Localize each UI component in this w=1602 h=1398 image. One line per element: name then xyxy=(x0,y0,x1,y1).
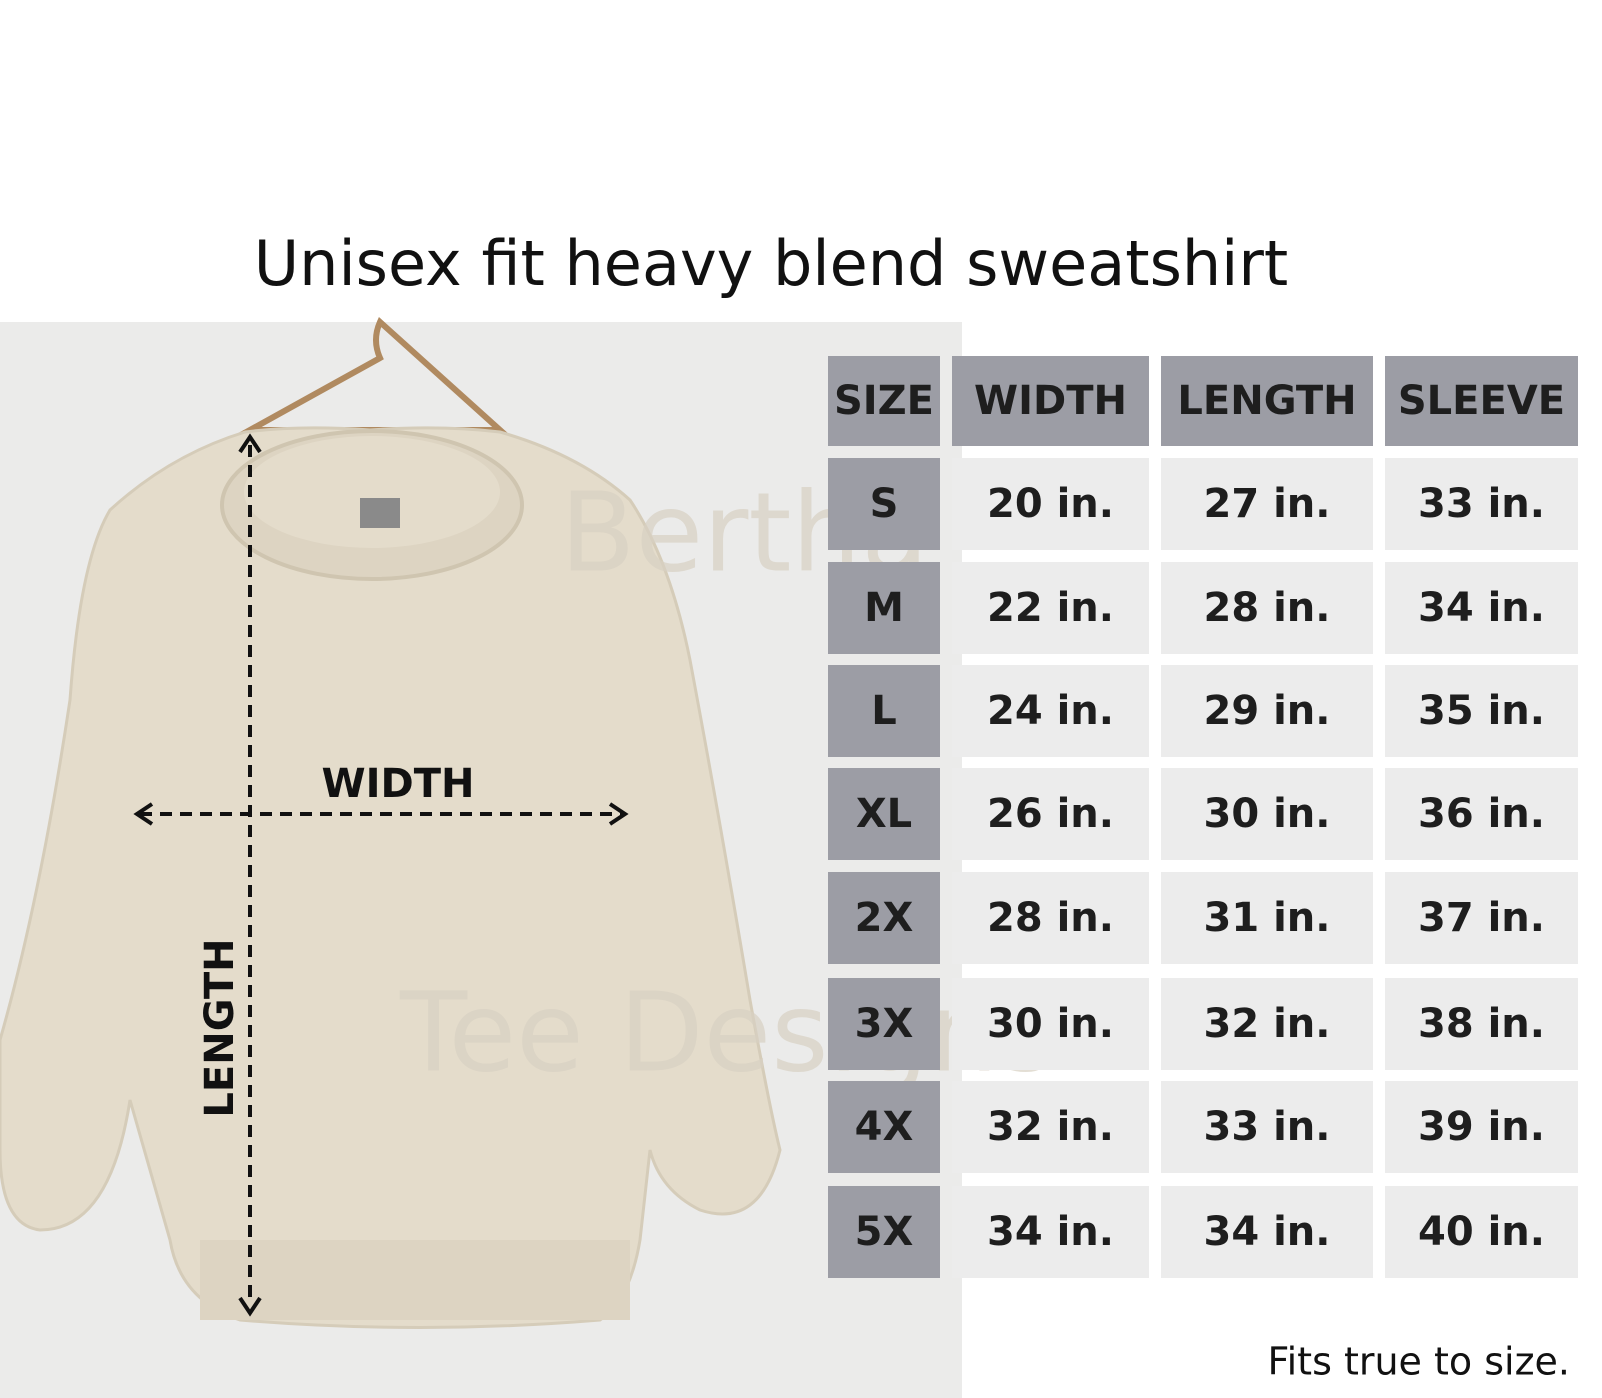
watermark: Tee Designs xyxy=(399,968,1056,1096)
value-cell xyxy=(1161,562,1373,654)
value-cell xyxy=(1161,1186,1373,1278)
value-text: 37 in. xyxy=(1418,895,1545,941)
header-cell xyxy=(1161,356,1373,446)
value-text: 32 in. xyxy=(1204,1001,1331,1047)
value-cell xyxy=(1161,768,1373,860)
value-text: 20 in. xyxy=(987,481,1114,527)
size-cell xyxy=(828,1081,940,1173)
value-text: 30 in. xyxy=(987,1001,1114,1047)
value-cell xyxy=(1385,872,1578,964)
value-text: 34 in. xyxy=(987,1209,1114,1255)
value-cell xyxy=(1161,665,1373,757)
value-text: 29 in. xyxy=(1204,688,1331,734)
size-text: 5X xyxy=(855,1209,914,1255)
value-cell xyxy=(952,1186,1149,1278)
tag xyxy=(360,498,400,528)
width-label: WIDTH xyxy=(322,761,475,807)
size-cell xyxy=(828,978,940,1070)
value-text: 35 in. xyxy=(1418,688,1545,734)
header-text: LENGTH xyxy=(1177,378,1356,424)
value-cell xyxy=(952,1081,1149,1173)
value-cell xyxy=(1385,562,1578,654)
value-text: 32 in. xyxy=(987,1104,1114,1150)
size-cell xyxy=(828,458,940,550)
sweatshirt xyxy=(0,426,782,1329)
title: Unisex fit heavy blend sweatshirt xyxy=(254,227,1288,300)
value-cell xyxy=(952,978,1149,1070)
header-text: SIZE xyxy=(834,378,934,424)
size-text: L xyxy=(871,688,897,734)
size-cell xyxy=(828,872,940,964)
value-cell xyxy=(1385,1186,1578,1278)
header-text: SLEEVE xyxy=(1398,378,1565,424)
footnote: Fits true to size. xyxy=(1268,1340,1570,1384)
value-cell xyxy=(1161,458,1373,550)
size-table: SIZE WIDTH LENGTH SLEEVE S 20 in. 27 in. 33 in.… xyxy=(828,356,1578,1278)
value-text: 34 in. xyxy=(1418,585,1545,631)
waistband xyxy=(200,1240,630,1320)
arrow-heads xyxy=(238,433,262,1317)
size-cell xyxy=(828,768,940,860)
value-cell xyxy=(1385,768,1578,860)
value-text: 40 in. xyxy=(1418,1209,1545,1255)
header-cell xyxy=(828,356,940,446)
value-cell xyxy=(952,562,1149,654)
size-cell xyxy=(828,1186,940,1278)
size-cell xyxy=(828,665,940,757)
neck xyxy=(244,436,500,548)
header-cell xyxy=(1385,356,1578,446)
length-label: LENGTH xyxy=(197,938,243,1117)
size-text: 3X xyxy=(855,1001,914,1047)
size-text: XL xyxy=(856,791,912,837)
value-cell xyxy=(1161,1081,1373,1173)
value-text: 36 in. xyxy=(1418,791,1545,837)
size-text: 4X xyxy=(855,1104,914,1150)
value-text: 31 in. xyxy=(1204,895,1331,941)
value-text: 24 in. xyxy=(987,688,1114,734)
size-text: S xyxy=(870,481,899,527)
value-text: 38 in. xyxy=(1418,1001,1545,1047)
value-cell xyxy=(952,458,1149,550)
value-cell xyxy=(952,665,1149,757)
value-cell xyxy=(1385,458,1578,550)
size-cell xyxy=(828,562,940,654)
value-text: 33 in. xyxy=(1418,481,1545,527)
value-text: 27 in. xyxy=(1204,481,1331,527)
value-text: 22 in. xyxy=(987,585,1114,631)
value-text: 26 in. xyxy=(987,791,1114,837)
value-cell xyxy=(1161,872,1373,964)
value-text: 28 in. xyxy=(987,895,1114,941)
value-cell xyxy=(1385,978,1578,1070)
value-cell xyxy=(1161,978,1373,1070)
size-text: M xyxy=(864,585,904,631)
value-text: 30 in. xyxy=(1204,791,1331,837)
value-cell xyxy=(952,872,1149,964)
value-text: 39 in. xyxy=(1418,1104,1545,1150)
value-text: 34 in. xyxy=(1204,1209,1331,1255)
header-cell xyxy=(952,356,1149,446)
value-text: 33 in. xyxy=(1204,1104,1331,1150)
value-cell xyxy=(1385,1081,1578,1173)
arrow-heads xyxy=(133,802,629,826)
size-text: 2X xyxy=(855,895,914,941)
value-text: 28 in. xyxy=(1204,585,1331,631)
value-cell xyxy=(952,768,1149,860)
header-text: WIDTH xyxy=(974,378,1127,424)
value-cell xyxy=(1385,665,1578,757)
hanger xyxy=(238,317,508,433)
